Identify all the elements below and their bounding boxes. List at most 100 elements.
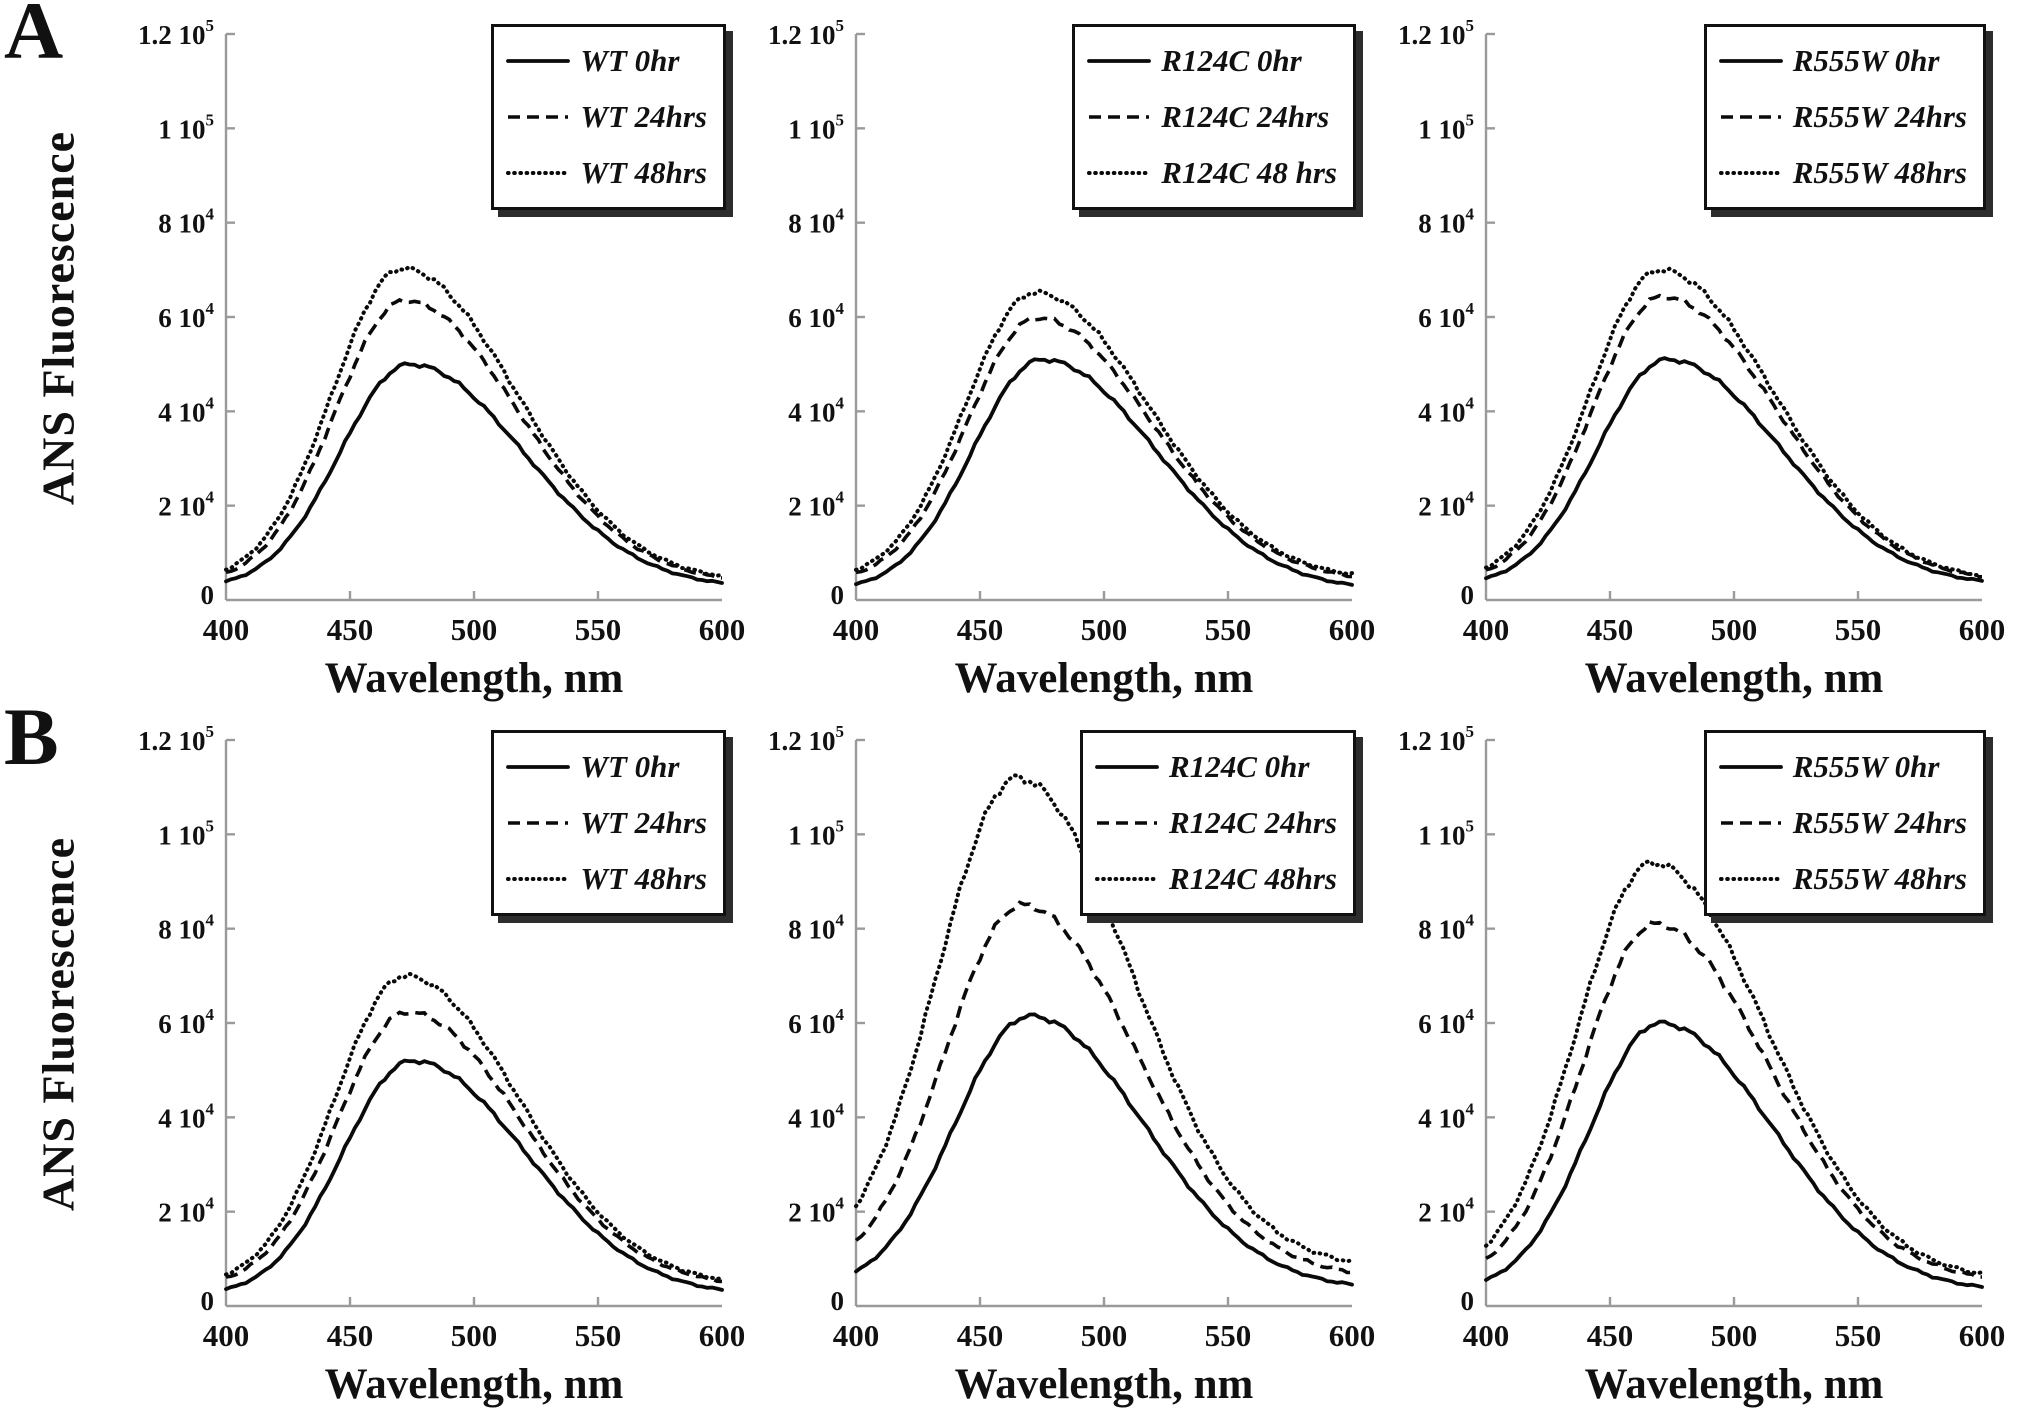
x-tick-label: 550 <box>1835 612 1882 647</box>
legend-label: R124C 0hr <box>1169 749 1310 784</box>
legend-label: R555W 48hrs <box>1792 861 1967 896</box>
legend-label: R124C 24hrs <box>1161 99 1330 134</box>
y-tick-label: 8 104 <box>788 911 844 945</box>
x-tick-label: 450 <box>1587 612 1634 647</box>
series-curve-dotted <box>1484 266 1984 578</box>
y-tick-label: 8 104 <box>158 205 214 239</box>
series-curve-dotted <box>854 288 1354 576</box>
legend-item: R555W 24hrs <box>1719 795 1967 851</box>
y-tick-label: 0 <box>201 580 215 610</box>
y-tick-exponent: 4 <box>1466 1194 1475 1213</box>
x-tick-label: 450 <box>327 612 374 647</box>
legend-label: R124C 24hrs <box>1169 805 1337 840</box>
y-tick-exponent: 5 <box>206 722 215 741</box>
legend-label: WT 0hr <box>580 749 680 784</box>
legend-item: R555W 48hrs <box>1718 851 1967 907</box>
y-tick-label: 6 104 <box>158 1005 214 1039</box>
y-tick-label: 2 104 <box>158 1194 214 1228</box>
y-tick-exponent: 4 <box>206 1194 215 1213</box>
y-tick-label: 2 104 <box>788 1194 844 1228</box>
y-tick-exponent: 5 <box>206 110 215 129</box>
legend-item: R124C 0hr <box>1095 739 1337 795</box>
y-tick-label: 1.2 105 <box>138 722 214 756</box>
x-tick-label: 550 <box>1835 1318 1882 1353</box>
y-tick-label: 1 105 <box>788 816 844 850</box>
x-tick-label: 450 <box>327 1318 374 1353</box>
legend-item: R124C 0hr <box>1087 33 1337 89</box>
legend: R124C 0hr R124C 24hrs R124C 48 hrs <box>1072 24 1356 210</box>
y-tick-exponent: 5 <box>206 16 215 35</box>
y-tick-exponent: 4 <box>836 205 845 224</box>
y-tick-label: 4 104 <box>788 393 844 427</box>
series-curve-dashed <box>855 316 1353 579</box>
series-curve-solid <box>854 1012 1354 1287</box>
x-tick-label: 600 <box>1329 1318 1376 1353</box>
x-axis-title: Wavelength, nm <box>325 655 624 702</box>
series-curve-solid <box>1484 1019 1984 1289</box>
x-tick-label: 450 <box>1587 1318 1634 1353</box>
legend-label: WT 24hrs <box>580 99 707 134</box>
y-tick-exponent: 4 <box>836 299 845 318</box>
y-tick-label: 2 104 <box>1418 488 1474 522</box>
legend-item: WT 48hrs <box>506 851 707 907</box>
y-tick-exponent: 4 <box>206 911 215 930</box>
x-axis-title: Wavelength, nm <box>1585 1361 1884 1408</box>
y-tick-label: 1 105 <box>788 110 844 144</box>
y-tick-exponent: 5 <box>836 110 845 129</box>
legend: WT 0hr WT 24hrs WT 48hrs <box>491 730 726 916</box>
legend-label: WT 48hrs <box>580 861 707 896</box>
legend-item: R124C 48hrs <box>1095 851 1337 907</box>
legend-label: R555W 0hr <box>1792 43 1940 78</box>
x-tick-label: 500 <box>1711 612 1758 647</box>
x-tick-label: 400 <box>833 1318 880 1353</box>
legend-item: R124C 48 hrs <box>1087 145 1337 201</box>
y-tick-label: 0 <box>201 1286 215 1316</box>
x-tick-label: 500 <box>1081 612 1128 647</box>
legend-label: WT 0hr <box>580 43 680 78</box>
y-tick-exponent: 4 <box>1466 488 1475 507</box>
y-tick-exponent: 5 <box>1466 816 1475 835</box>
y-tick-exponent: 5 <box>1466 16 1475 35</box>
series-curve-dashed <box>1485 919 1983 1279</box>
x-tick-label: 550 <box>1205 612 1252 647</box>
legend-item: R555W 0hr <box>1718 33 1967 89</box>
y-tick-label: 0 <box>831 580 845 610</box>
x-tick-label: 600 <box>1329 612 1376 647</box>
chart-svg: 0 2 104 4 104 6 104 8 104 1 105 1.2 105 400 450 5… <box>768 722 1375 1408</box>
legend-item: WT 24hrs <box>506 795 707 851</box>
legend-item: WT 0hr <box>506 739 707 795</box>
y-tick-label: 8 104 <box>1418 205 1474 239</box>
y-tick-exponent: 5 <box>836 722 845 741</box>
legend-item: R124C 24hrs <box>1095 795 1337 851</box>
x-axis-title: Wavelength, nm <box>1585 655 1884 702</box>
y-tick-exponent: 4 <box>206 393 215 412</box>
y-tick-exponent: 4 <box>1466 299 1475 318</box>
x-tick-label: 550 <box>575 612 622 647</box>
legend-line-sample-solid <box>1087 59 1152 63</box>
chart-A-wt: 0 2 104 4 104 6 104 8 104 1 105 1.2 105 400 450 5… <box>106 0 745 706</box>
x-tick-label: 600 <box>699 612 746 647</box>
legend-label: WT 48hrs <box>580 155 707 190</box>
series-curve-solid <box>1484 356 1984 583</box>
legend-label: R124C 48 hrs <box>1161 155 1337 190</box>
y-tick-label: 1.2 105 <box>1398 722 1474 756</box>
legend-item: WT 48hrs <box>506 145 707 201</box>
x-tick-label: 600 <box>1959 1318 2006 1353</box>
chart-B-r124c: 0 2 104 4 104 6 104 8 104 1 105 1.2 105 400 450 5… <box>736 706 1375 1412</box>
legend: WT 0hr WT 24hrs WT 48hrs <box>491 24 726 210</box>
y-tick-exponent: 4 <box>206 1005 215 1024</box>
series-curve-dotted <box>1484 858 1984 1276</box>
x-tick-label: 450 <box>957 1318 1004 1353</box>
panel-label-A: A <box>4 0 64 76</box>
legend-item: WT 24hrs <box>506 89 707 145</box>
legend-line-sample-dotted <box>1718 171 1783 175</box>
series-curve-solid <box>224 361 724 585</box>
x-tick-label: 500 <box>1711 1318 1758 1353</box>
y-tick-label: 8 104 <box>1418 911 1474 945</box>
legend-line-sample-dashed <box>1720 821 1781 825</box>
y-tick-label: 2 104 <box>1418 1194 1474 1228</box>
y-tick-exponent: 5 <box>836 816 845 835</box>
chart-B-r555w: 0 2 104 4 104 6 104 8 104 1 105 1.2 105 400 450 5… <box>1366 706 2005 1412</box>
x-tick-label: 550 <box>575 1318 622 1353</box>
y-tick-exponent: 4 <box>1466 911 1475 930</box>
